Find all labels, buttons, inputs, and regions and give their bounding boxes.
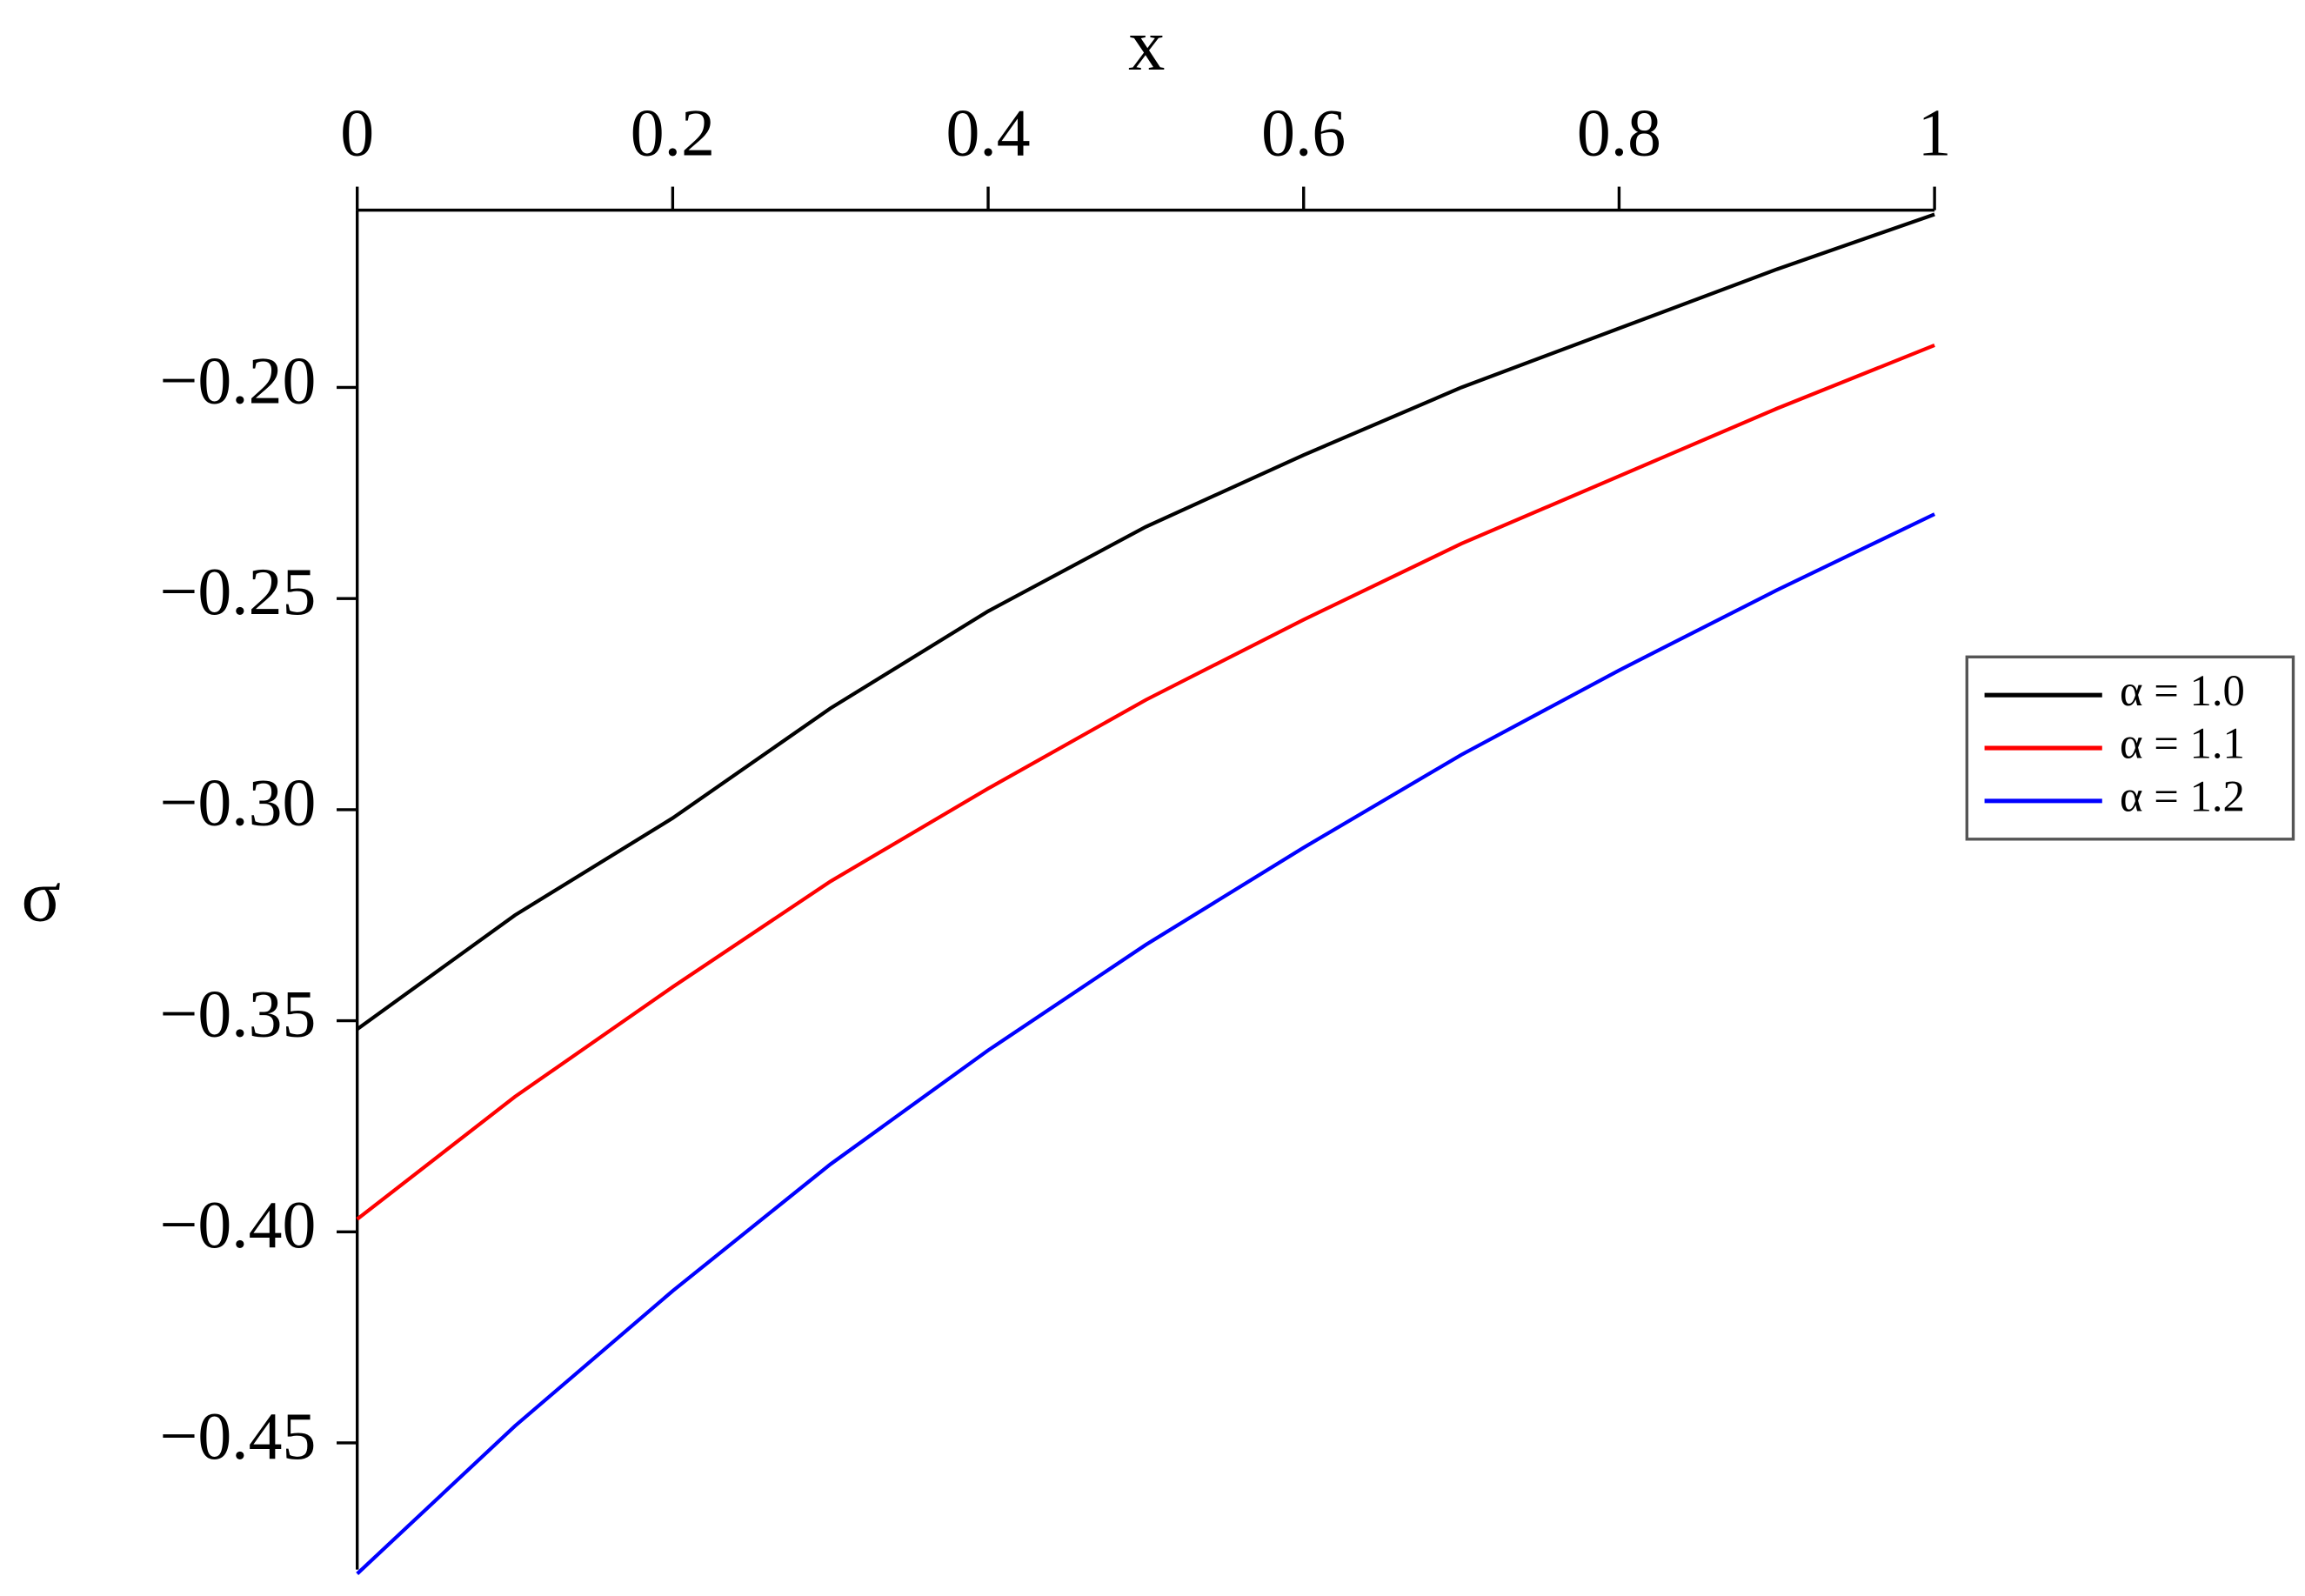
x-tick-label: 1 [1918,95,1952,170]
x-axis-title: x [1128,5,1165,86]
series-line [356,212,1935,1031]
y-tick-label: −0.45 [159,1399,316,1473]
x-tick-label: 0.2 [631,95,715,170]
legend-label: α = 1.2 [2120,772,2245,821]
x-tick-label: 0.6 [1261,95,1346,170]
x-tick-label: 0 [340,95,374,170]
y-tick-label: −0.35 [159,976,316,1051]
legend-label: α = 1.0 [2120,666,2245,715]
y-tick-label: −0.25 [159,554,316,629]
y-tick-label: −0.30 [159,765,316,840]
y-tick-label: −0.20 [159,343,316,417]
x-tick-label: 0.8 [1577,95,1661,170]
legend-label: α = 1.1 [2120,719,2245,768]
series-line [356,512,1936,1575]
y-axis-title: σ [22,857,62,938]
x-tick-label: 0.4 [945,95,1030,170]
series-line [356,343,1935,1221]
y-tick-label: −0.40 [159,1187,316,1262]
